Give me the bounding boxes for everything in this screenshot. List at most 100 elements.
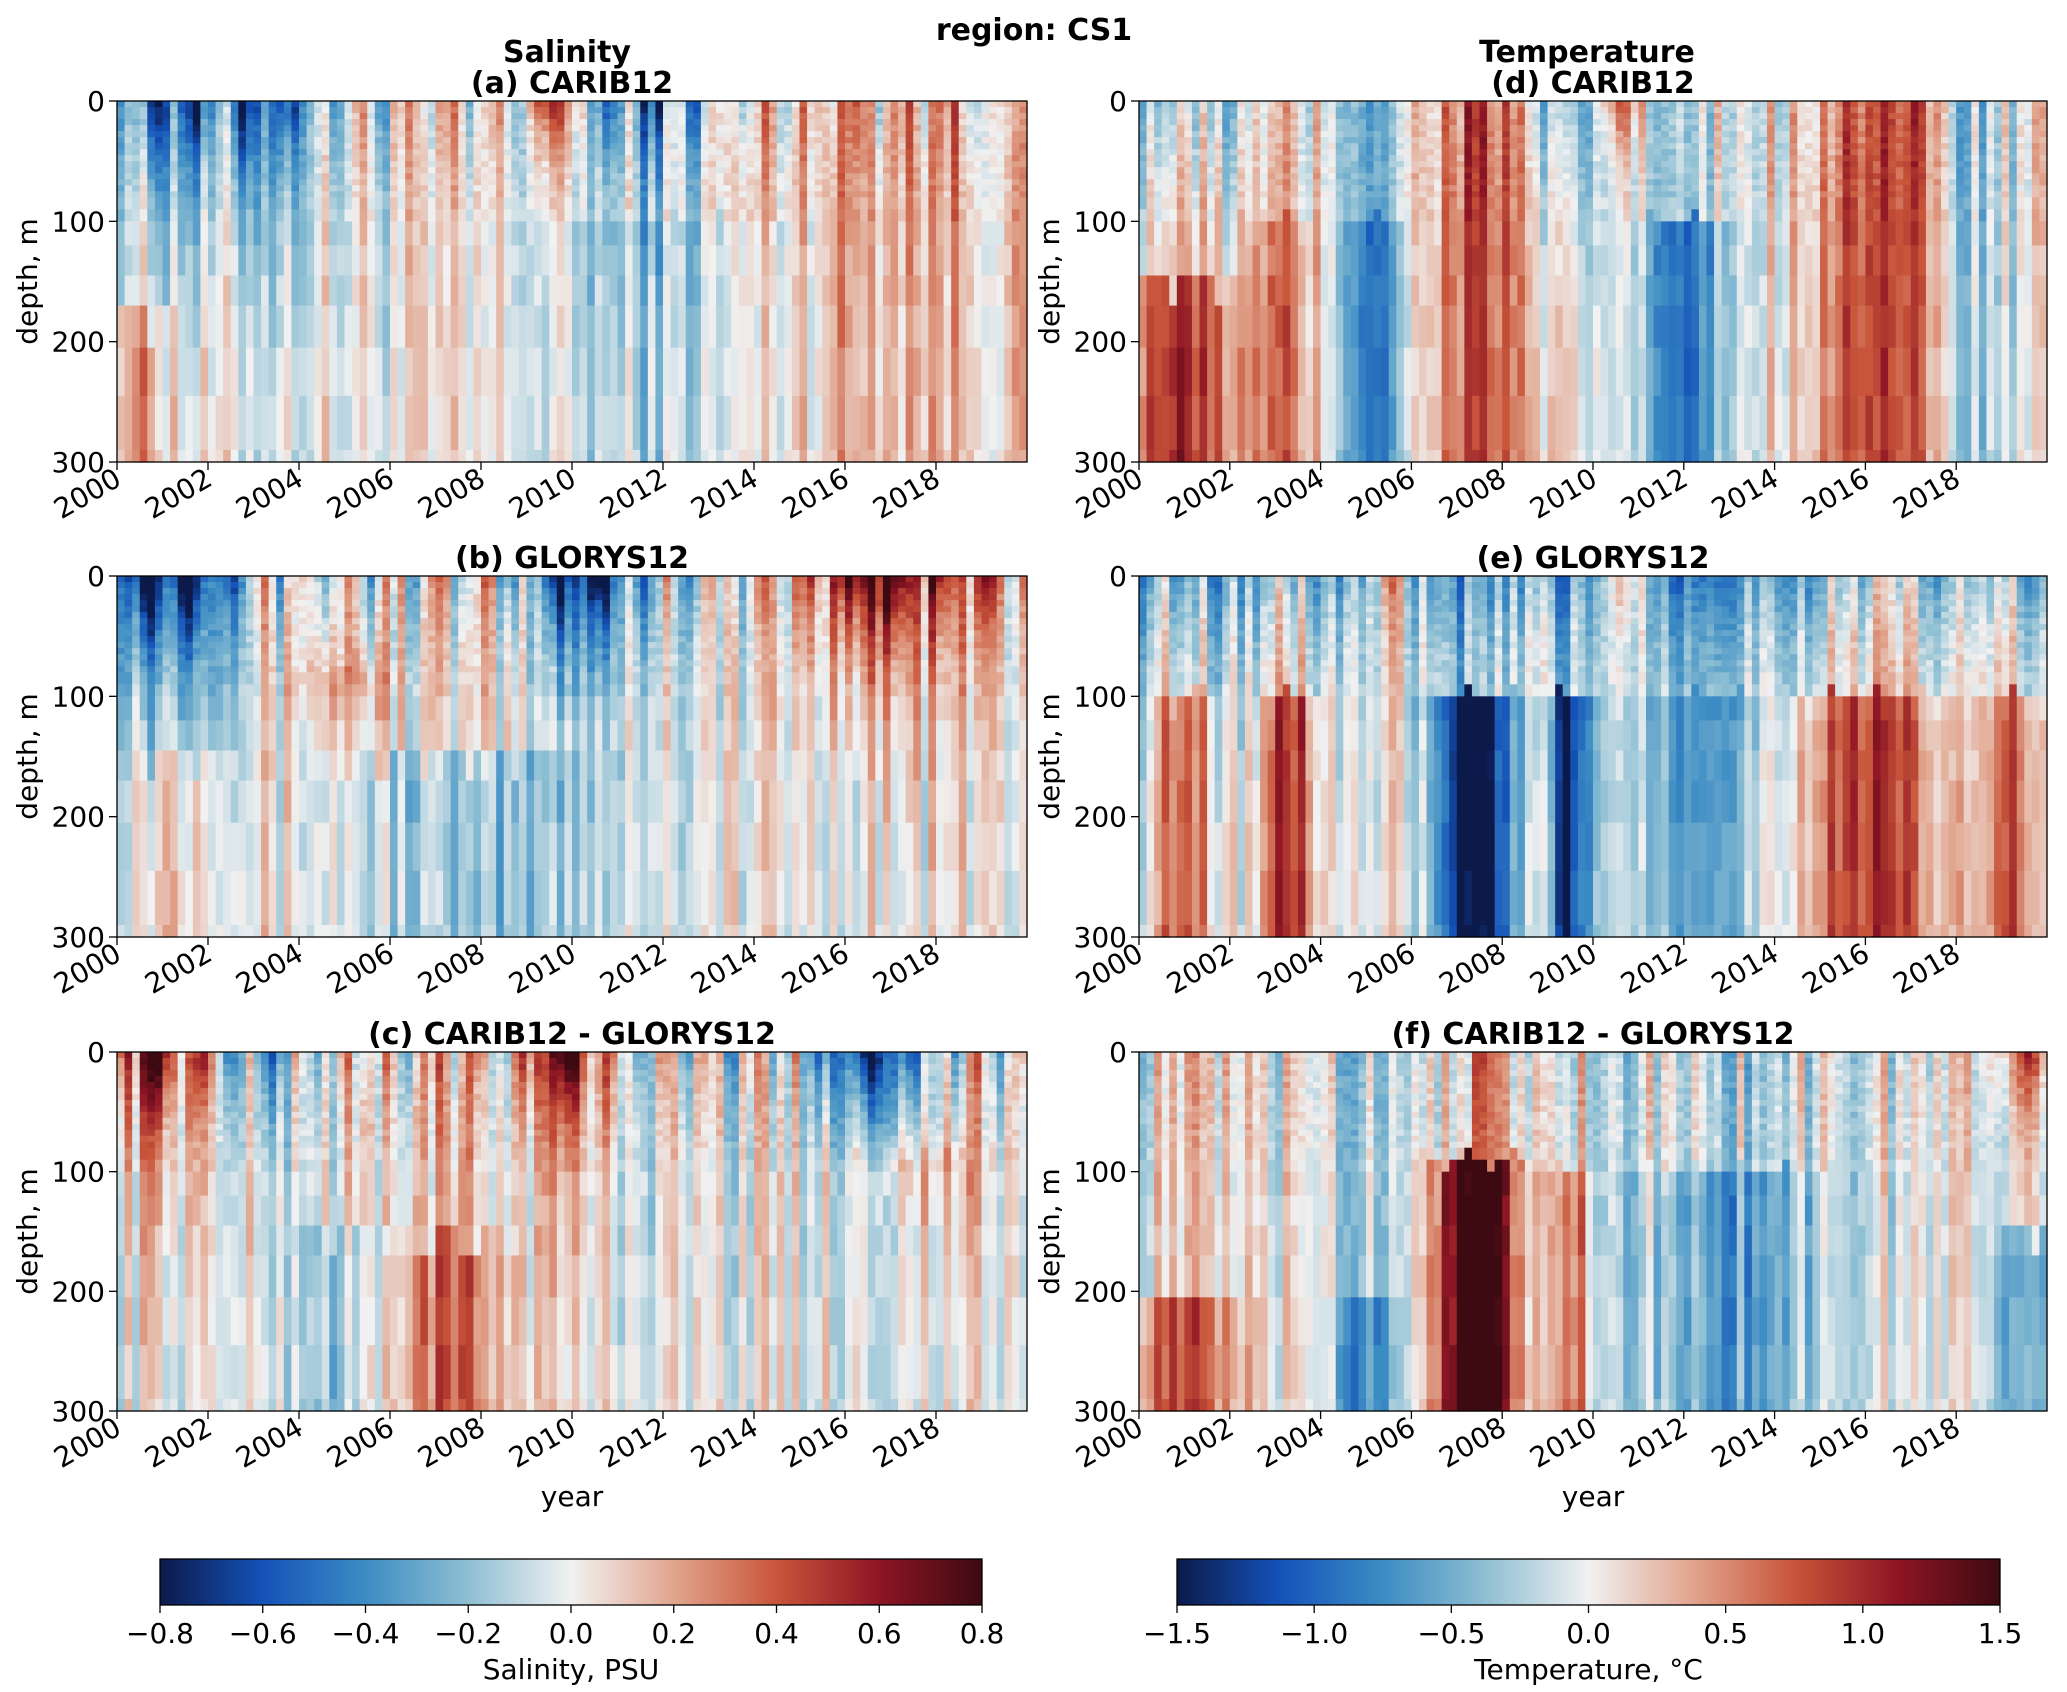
panel-title-c: (c) CARIB12 - GLORYS12 — [368, 1017, 776, 1052]
y-tick-label: 0 — [1109, 85, 1127, 118]
y-tick-label: 200 — [1074, 326, 1127, 359]
x-tick-label: 2008 — [412, 936, 490, 1000]
y-axis-label: depth, m — [11, 693, 44, 820]
x-tick-label: 2002 — [1161, 1410, 1239, 1474]
colorbar-tick-label: 0.0 — [549, 1617, 594, 1650]
x-tick-label: 2006 — [1343, 936, 1421, 1000]
colorbar-temperature: −1.5 −1.0 −0.5 0.0 0.5 1.0 1.5 Temperature, °C — [1143, 1558, 2023, 1686]
x-tick-label: 2016 — [776, 1410, 854, 1474]
heatmap-cells-e — [1139, 576, 2048, 938]
x-tick-label: 2004 — [1252, 461, 1330, 525]
x-tick-label: 2016 — [1797, 461, 1875, 525]
x-tick-label: 2016 — [776, 461, 854, 525]
y-tick-label: 100 — [52, 205, 105, 238]
x-tick-label: 2018 — [1887, 936, 1965, 1000]
x-tick-label: 2006 — [321, 461, 399, 525]
y-tick-label: 100 — [52, 680, 105, 713]
x-tick-label: 2006 — [321, 936, 399, 1000]
y-axis-label: depth, m — [11, 218, 44, 345]
colorbar-tick-label: −1.5 — [1143, 1617, 1211, 1650]
x-tick-label: 2012 — [1615, 461, 1693, 525]
heatmap-cells-f — [1139, 1052, 2048, 1412]
x-tick-label: 2018 — [867, 461, 945, 525]
heatmap-cells-b — [117, 576, 1028, 938]
colorbar-gradient-bar — [159, 1558, 983, 1606]
y-tick-label: 200 — [52, 1275, 105, 1308]
x-tick-label: 2014 — [1706, 461, 1784, 525]
x-tick-label: 2010 — [503, 936, 581, 1000]
x-tick-label: 2006 — [321, 1410, 399, 1474]
colorbar-salinity: −0.8 −0.6 −0.4 −0.2 0.0 0.2 0.4 0.6 0.8 Salinity,… — [126, 1558, 1005, 1686]
colorbar-label: Salinity, PSU — [483, 1653, 660, 1686]
x-tick-label: 2002 — [139, 936, 217, 1000]
y-tick-label: 300 — [1074, 921, 1127, 954]
x-tick-label: 2018 — [867, 1410, 945, 1474]
y-tick-label: 100 — [1074, 680, 1127, 713]
y-axis-label: depth, m — [1033, 693, 1066, 820]
x-tick-label: 2004 — [230, 1410, 308, 1474]
y-tick-label: 300 — [52, 921, 105, 954]
panel-title-b: (b) GLORYS12 — [455, 541, 689, 576]
y-tick-label: 300 — [52, 1395, 105, 1428]
x-tick-label: 2002 — [1161, 936, 1239, 1000]
x-tick-label: 2004 — [230, 461, 308, 525]
y-tick-label: 200 — [1074, 801, 1127, 834]
x-tick-label: 2012 — [594, 461, 672, 525]
colorbar-tick-label: 0.2 — [651, 1617, 696, 1650]
x-tick-label: 2008 — [1433, 461, 1511, 525]
x-tick-label: 2004 — [230, 936, 308, 1000]
y-tick-label: 0 — [87, 1036, 105, 1069]
x-tick-label: 2014 — [1706, 1410, 1784, 1474]
panel-c: (c) CARIB12 - GLORYS12 0 100 200 300 depth, m… — [11, 1017, 1028, 1513]
x-tick-label: 2014 — [1706, 936, 1784, 1000]
x-tick-label: 2012 — [1615, 1410, 1693, 1474]
x-tick-label: 2004 — [1252, 1410, 1330, 1474]
x-tick-label: 2010 — [1524, 936, 1602, 1000]
colorbar-tick-label: −0.2 — [434, 1617, 502, 1650]
y-axis-label: depth, m — [1033, 218, 1066, 345]
y-tick-label: 200 — [1074, 1275, 1127, 1308]
x-tick-label: 2002 — [139, 1410, 217, 1474]
y-axis-label: depth, m — [11, 1168, 44, 1295]
colorbar-tick-label: −0.6 — [229, 1617, 297, 1650]
figure-suptitle: region: CS1 — [936, 13, 1132, 48]
x-tick-label: 2016 — [776, 936, 854, 1000]
column-title-temperature: Temperature — [1479, 35, 1695, 70]
y-tick-label: 300 — [52, 446, 105, 479]
y-tick-label: 100 — [52, 1156, 105, 1189]
x-tick-label: 2008 — [1433, 936, 1511, 1000]
colorbar-label: Temperature, °C — [1473, 1653, 1703, 1686]
panel-title-a: (a) CARIB12 — [471, 66, 673, 101]
x-tick-label: 2014 — [685, 936, 763, 1000]
y-tick-label: 100 — [1074, 1156, 1127, 1189]
colorbars-group: −0.8 −0.6 −0.4 −0.2 0.0 0.2 0.4 0.6 0.8 Salinity,… — [126, 1558, 2023, 1686]
x-tick-label: 2016 — [1797, 1410, 1875, 1474]
colorbar-tick-label: 1.0 — [1841, 1617, 1886, 1650]
colorbar-tick-label: 1.5 — [1978, 1617, 2023, 1650]
colorbar-tick-label: −0.8 — [126, 1617, 194, 1650]
colorbar-tick-label: 0.8 — [960, 1617, 1005, 1650]
x-tick-label: 2010 — [503, 1410, 581, 1474]
y-axis-label: depth, m — [1033, 1168, 1066, 1295]
y-tick-label: 0 — [87, 560, 105, 593]
x-tick-label: 2002 — [1161, 461, 1239, 525]
x-tick-label: 2012 — [594, 1410, 672, 1474]
x-tick-label: 2016 — [1797, 936, 1875, 1000]
y-tick-label: 0 — [1109, 560, 1127, 593]
y-tick-label: 300 — [1074, 446, 1127, 479]
heatmap-cells-d — [1139, 101, 2048, 463]
x-axis-label: year — [541, 1480, 604, 1513]
y-tick-label: 100 — [1074, 205, 1127, 238]
panel-title-e: (e) GLORYS12 — [1477, 541, 1710, 576]
y-tick-label: 200 — [52, 801, 105, 834]
y-tick-label: 300 — [1074, 1395, 1127, 1428]
x-tick-label: 2008 — [412, 461, 490, 525]
colorbar-tick-label: 0.0 — [1566, 1617, 1611, 1650]
x-tick-label: 2014 — [685, 1410, 763, 1474]
x-tick-label: 2012 — [594, 936, 672, 1000]
colorbar-tick-label: −0.5 — [1417, 1617, 1485, 1650]
